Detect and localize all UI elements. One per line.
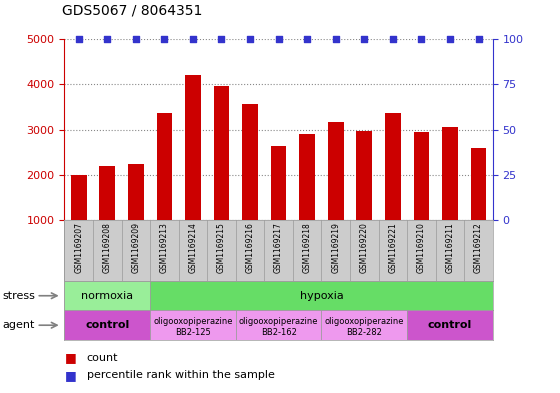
Bar	[128, 165, 144, 220]
Text: count: count	[87, 353, 118, 363]
Bar	[64, 281, 150, 310]
Text: BB2-282: BB2-282	[346, 328, 382, 337]
Point	[474, 36, 483, 42]
Point	[417, 36, 426, 42]
Bar	[150, 281, 493, 310]
Text: GSM1169221: GSM1169221	[388, 222, 398, 273]
Bar	[99, 166, 115, 220]
Point	[160, 36, 169, 42]
Bar	[299, 134, 315, 220]
Bar	[328, 123, 344, 220]
Bar	[470, 148, 487, 220]
Text: GSM1169214: GSM1169214	[188, 222, 198, 273]
Bar	[64, 310, 150, 340]
Text: GSM1169208: GSM1169208	[102, 222, 112, 273]
Text: ■: ■	[64, 351, 76, 364]
Bar	[71, 175, 87, 220]
Text: control: control	[428, 320, 472, 330]
Bar	[442, 127, 458, 220]
Text: GSM1169213: GSM1169213	[160, 222, 169, 273]
Text: oligooxopiperazine: oligooxopiperazine	[239, 317, 318, 326]
Bar	[407, 310, 493, 340]
Text: GSM1169220: GSM1169220	[360, 222, 369, 273]
Text: percentile rank within the sample: percentile rank within the sample	[87, 370, 274, 380]
Bar	[413, 132, 430, 220]
Point	[274, 36, 283, 42]
Text: GSM1169210: GSM1169210	[417, 222, 426, 273]
Point	[331, 36, 340, 42]
Text: BB2-125: BB2-125	[175, 328, 211, 337]
Point	[188, 36, 198, 42]
Point	[360, 36, 368, 42]
Bar	[356, 132, 372, 220]
Bar	[385, 112, 401, 220]
Bar	[185, 75, 201, 220]
Text: agent: agent	[3, 320, 35, 330]
Bar	[270, 146, 287, 220]
Point	[74, 36, 83, 42]
Text: normoxia: normoxia	[81, 291, 133, 301]
Bar	[150, 310, 236, 340]
Text: BB2-162: BB2-162	[260, 328, 297, 337]
Text: GSM1169209: GSM1169209	[131, 222, 141, 273]
Text: GSM1169215: GSM1169215	[217, 222, 226, 273]
Text: GSM1169211: GSM1169211	[445, 222, 455, 273]
Point	[217, 36, 226, 42]
Point	[388, 36, 397, 42]
Bar	[242, 105, 258, 220]
Text: GSM1169217: GSM1169217	[274, 222, 283, 273]
Text: GSM1169218: GSM1169218	[302, 222, 312, 273]
Point	[103, 36, 112, 42]
Point	[446, 36, 455, 42]
Text: GSM1169212: GSM1169212	[474, 222, 483, 273]
Bar	[156, 112, 172, 220]
Point	[131, 36, 140, 42]
Point	[245, 36, 254, 42]
Text: control: control	[85, 320, 129, 330]
Text: oligooxopiperazine: oligooxopiperazine	[153, 317, 232, 326]
Text: hypoxia: hypoxia	[300, 291, 343, 301]
Text: GDS5067 / 8064351: GDS5067 / 8064351	[62, 4, 202, 18]
Text: GSM1169207: GSM1169207	[74, 222, 83, 273]
Text: GSM1169216: GSM1169216	[245, 222, 255, 273]
Text: ■: ■	[64, 369, 76, 382]
Text: oligooxopiperazine: oligooxopiperazine	[325, 317, 404, 326]
Bar	[321, 310, 407, 340]
Bar	[213, 86, 230, 220]
Bar	[236, 310, 321, 340]
Text: stress: stress	[3, 291, 36, 301]
Point	[302, 36, 311, 42]
Text: GSM1169219: GSM1169219	[331, 222, 340, 273]
